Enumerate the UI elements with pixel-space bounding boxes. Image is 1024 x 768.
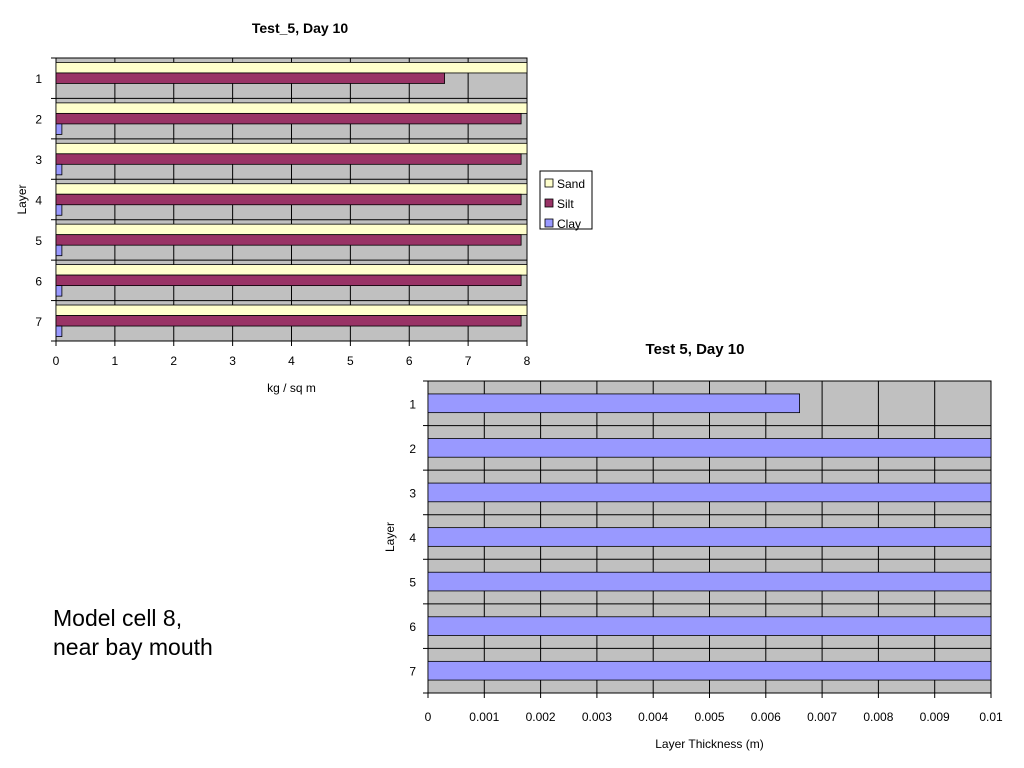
y-category-label: 1 (409, 397, 416, 411)
x-tick-label: 4 (288, 354, 295, 368)
caption-line-1: Model cell 8, (53, 605, 183, 631)
x-tick-label: 0.003 (582, 710, 612, 724)
model-cell-caption: Model cell 8, near bay mouth (53, 604, 213, 662)
bar-thickness-layer-2 (427, 438, 992, 458)
x-tick-label: 0 (425, 710, 432, 724)
caption-line-2: near bay mouth (53, 634, 213, 660)
legend-swatch-clay (544, 218, 554, 228)
bar-sand-layer-7 (55, 304, 528, 316)
legend-label-silt: Silt (557, 197, 574, 211)
bar-clay-layer-3 (55, 163, 63, 176)
x-tick-label: 7 (465, 354, 472, 368)
bar-sand-layer-3 (55, 142, 528, 155)
bar-clay-layer-5 (55, 244, 63, 257)
y-axis-label: Layer (383, 522, 397, 552)
y-category-label: 1 (35, 72, 42, 86)
x-tick-label: 0.004 (638, 710, 668, 724)
bar-silt-layer-6 (55, 274, 522, 287)
bar-sand-layer-6 (55, 264, 528, 276)
y-category-label: 6 (35, 274, 42, 288)
legend-label-clay: Clay (557, 217, 581, 231)
bar-sand-layer-5 (55, 223, 528, 236)
y-axis-label: Layer (15, 184, 29, 214)
y-category-label: 7 (409, 665, 416, 679)
bar-clay-layer-7 (55, 325, 63, 337)
y-category-label: 3 (35, 153, 42, 167)
y-category-label: 4 (409, 531, 416, 545)
bar-thickness-layer-3 (427, 482, 992, 503)
y-category-label: 2 (409, 442, 416, 456)
y-category-label: 7 (35, 315, 42, 329)
x-tick-label: 0.005 (694, 710, 724, 724)
chart-1: 0 1 2 3 4 5 6 7 8 1 2 3 4 5 6 7 Test_5, Day 10 kg / sq m L… (15, 20, 593, 395)
bar-silt-layer-4 (55, 193, 522, 206)
x-tick-label: 6 (406, 354, 413, 368)
x-axis-label: Layer Thickness (m) (655, 737, 763, 751)
bar-thickness-layer-6 (427, 616, 992, 636)
x-tick-label: 0.01 (979, 710, 1003, 724)
y-category-label: 2 (35, 113, 42, 127)
legend-swatch-sand (544, 178, 554, 188)
bar-sand-layer-1 (55, 62, 528, 74)
bar-clay-layer-4 (55, 204, 63, 216)
y-category-label: 5 (409, 576, 416, 590)
x-axis-label: kg / sq m (267, 381, 316, 395)
x-tick-label: 0.002 (526, 710, 556, 724)
bar-thickness-layer-5 (427, 571, 992, 592)
y-category-label: 5 (35, 234, 42, 248)
legend-swatch-silt (544, 198, 554, 208)
y-category-label: 6 (409, 620, 416, 634)
bar-silt-layer-2 (55, 112, 522, 125)
x-tick-label: 0.009 (920, 710, 950, 724)
y-category-label: 3 (409, 486, 416, 500)
chart-title: Test_5, Day 10 (252, 20, 348, 36)
chart-2: 0 0.001 0.002 0.003 0.004 0.005 0.006 0.007 0.00… (383, 341, 1003, 751)
bar-silt-layer-1 (55, 72, 445, 84)
legend-label-sand: Sand (557, 177, 585, 191)
x-tick-label: 8 (524, 354, 531, 368)
chart-title: Test 5, Day 10 (646, 341, 745, 358)
bar-thickness-layer-4 (427, 527, 992, 547)
x-tick-label: 0 (53, 354, 60, 368)
bar-clay-layer-2 (55, 123, 63, 135)
bar-silt-layer-3 (55, 153, 522, 165)
x-tick-label: 2 (170, 354, 177, 368)
x-tick-label: 0.007 (807, 710, 837, 724)
x-tick-label: 0.006 (751, 710, 781, 724)
y-category-label: 4 (35, 194, 42, 208)
bar-clay-layer-6 (55, 285, 63, 297)
x-tick-label: 3 (229, 354, 236, 368)
x-tick-label: 0.008 (863, 710, 893, 724)
bar-silt-layer-5 (55, 234, 522, 246)
legend: Sand Silt Clay (539, 170, 593, 231)
bar-sand-layer-4 (55, 183, 528, 195)
x-tick-label: 5 (347, 354, 354, 368)
bar-sand-layer-2 (55, 102, 528, 114)
x-tick-label: 0.001 (469, 710, 499, 724)
bar-thickness-layer-7 (427, 660, 992, 681)
bar-silt-layer-7 (55, 315, 522, 327)
bar-thickness-layer-1 (427, 393, 800, 414)
x-tick-label: 1 (112, 354, 119, 368)
